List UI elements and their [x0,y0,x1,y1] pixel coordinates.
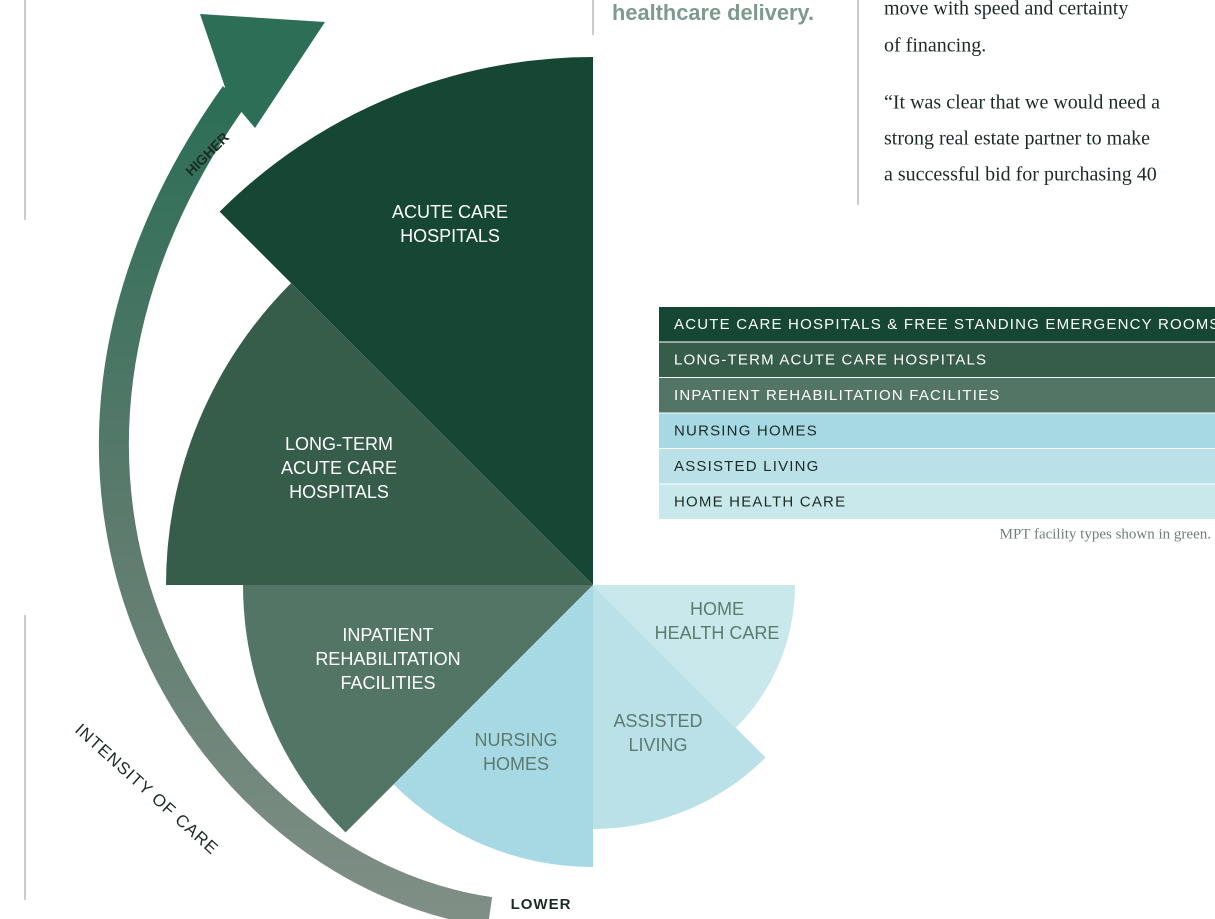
legend-row [659,449,1215,484]
wedge-label: ACUTE CARE [392,202,508,222]
header-fragment: healthcare delivery. [612,0,814,25]
legend-label: ASSISTED LIVING [674,458,820,475]
arrow-head [200,14,325,128]
wedge-label: FACILITIES [340,673,435,693]
lower-label: LOWER [511,896,572,913]
wedge-label: LIVING [628,735,687,755]
legend-row [659,413,1215,448]
wedge [243,585,593,833]
legend-label: HOME HEALTH CARE [674,493,846,510]
wedge-label: ACUTE CARE [281,458,397,478]
wedge-label: LONG-TERM [285,434,393,454]
quote-text: “It was clear that we would need a [884,92,1160,114]
wedge-label: HOSPITALS [289,482,389,502]
wedge [166,283,593,585]
legend-label: NURSING HOMES [674,422,818,439]
wedge-label: ASSISTED [613,711,702,731]
quote-text: strong real estate partner to make [884,128,1150,150]
quote-text: a successful bid for purchasing 40 [884,164,1157,186]
body-text: of financing. [884,35,986,57]
wedge-label: HEALTH CARE [655,623,780,643]
wedge-label: INPATIENT [342,625,433,645]
wedge [593,585,795,728]
legend-label: INPATIENT REHABILITATION FACILITIES [674,387,1001,404]
wedge-label: HOMES [483,754,549,774]
legend-row [659,378,1215,413]
wedge-label: HOME [690,599,744,619]
legend-row [659,342,1215,377]
body-text: move with speed and certainty [884,0,1128,20]
intensity-arrow [98,86,493,919]
wedge [219,57,593,585]
wedge [393,585,593,867]
legend-label: LONG-TERM ACUTE CARE HOSPITALS [674,351,987,368]
wedge-label: REHABILITATION [315,649,460,669]
legend-row [659,484,1215,519]
wedge-label: HOSPITALS [400,226,500,246]
legend-caption: MPT facility types shown in green. [1000,526,1211,542]
wedge [593,585,766,829]
wedge-label: NURSING [474,730,557,750]
legend-row [659,307,1215,342]
legend-label: ACUTE CARE HOSPITALS & FREE STANDING EME… [674,316,1215,333]
